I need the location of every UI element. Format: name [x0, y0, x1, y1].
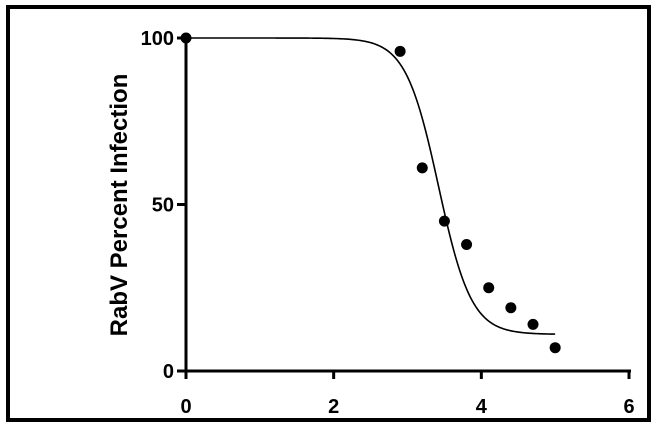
data-point — [394, 45, 406, 57]
y-axis-title: RabV Percent Infection — [106, 74, 133, 337]
y-tick-label: 100 — [141, 28, 174, 50]
data-point — [438, 215, 450, 227]
x-tick-label: 2 — [328, 396, 339, 418]
data-point — [461, 238, 473, 250]
y-tick-label: 50 — [152, 195, 174, 217]
data-point — [549, 342, 561, 354]
data-point — [527, 318, 539, 330]
x-tick-label: 4 — [476, 396, 488, 418]
x-ticks: 0 2 4 6 — [180, 371, 635, 418]
x-tick-label: 6 — [623, 396, 634, 418]
x-tick-label: 0 — [180, 396, 191, 418]
data-point — [416, 162, 428, 174]
data-point — [180, 32, 192, 44]
data-point — [483, 282, 495, 294]
data-point — [505, 302, 517, 314]
chart-frame — [6, 5, 651, 422]
axes — [184, 34, 631, 373]
y-ticks: 0 50 100 — [141, 28, 186, 383]
data-points — [180, 32, 561, 354]
y-tick-label: 0 — [163, 361, 174, 383]
fit-curve — [186, 37, 556, 335]
